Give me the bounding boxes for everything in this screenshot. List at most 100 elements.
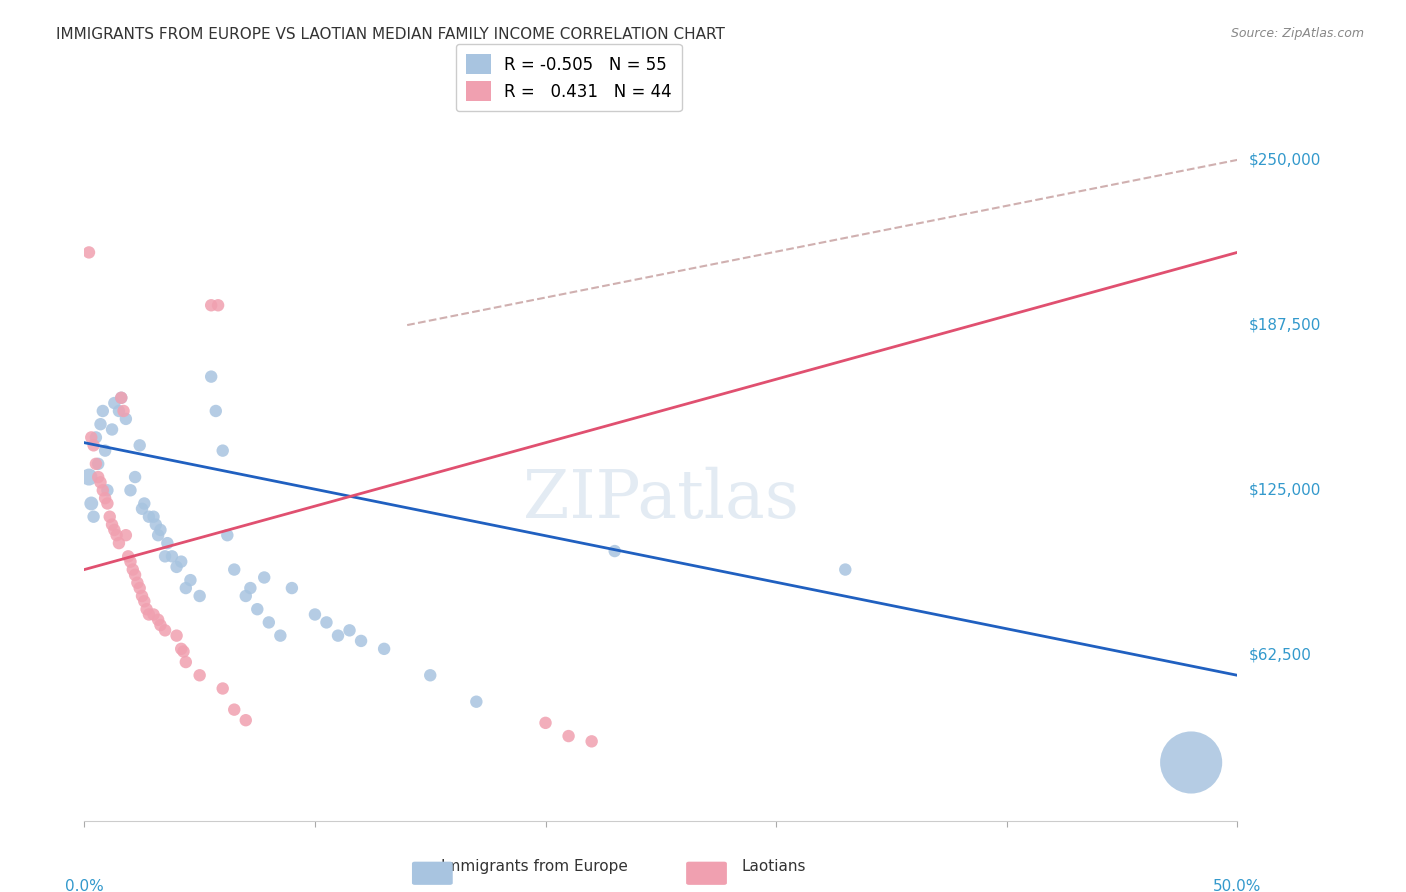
Point	[224, 703, 246, 717]
Text: IMMIGRANTS FROM EUROPE VS LAOTIAN MEDIAN FAMILY INCOME CORRELATION CHART: IMMIGRANTS FROM EUROPE VS LAOTIAN MEDIAN…	[56, 27, 725, 42]
Text: $62,500: $62,500	[1249, 648, 1312, 663]
Point	[211, 681, 233, 696]
Text: $250,000: $250,000	[1249, 153, 1320, 168]
Point	[534, 715, 557, 730]
Point	[373, 641, 395, 656]
Point	[105, 528, 128, 542]
Text: Source: ZipAtlas.com: Source: ZipAtlas.com	[1230, 27, 1364, 40]
Point	[581, 734, 603, 748]
Point	[115, 528, 138, 542]
Point	[145, 517, 167, 532]
Point	[153, 624, 176, 638]
Point	[166, 629, 188, 643]
Text: 0.0%: 0.0%	[65, 879, 104, 892]
Point	[103, 523, 125, 537]
Point	[146, 613, 169, 627]
Point	[465, 695, 488, 709]
Point	[138, 509, 160, 524]
Point	[156, 536, 179, 550]
Point	[170, 555, 193, 569]
Point	[128, 438, 150, 452]
Point	[200, 298, 222, 312]
Point	[166, 560, 188, 574]
Point	[138, 607, 160, 622]
Point	[235, 713, 257, 727]
Point	[77, 245, 100, 260]
Point	[204, 404, 226, 418]
Point	[101, 517, 124, 532]
Point	[124, 567, 146, 582]
Point	[188, 668, 211, 682]
Legend: R = -0.505   N = 55, R =   0.431   N = 44: R = -0.505 N = 55, R = 0.431 N = 44	[456, 44, 682, 112]
Point	[121, 563, 143, 577]
Text: $187,500: $187,500	[1249, 318, 1320, 333]
Point	[257, 615, 280, 630]
Point	[142, 607, 165, 622]
Point	[304, 607, 326, 622]
Point	[603, 544, 626, 558]
Point	[80, 496, 103, 510]
Point	[135, 602, 157, 616]
Point	[131, 589, 153, 603]
Point	[834, 563, 856, 577]
Point	[246, 602, 269, 616]
Point	[83, 438, 105, 452]
Point	[89, 475, 111, 490]
Text: 50.0%: 50.0%	[1213, 879, 1261, 892]
Point	[87, 470, 110, 484]
Point	[131, 501, 153, 516]
Point	[87, 457, 110, 471]
Point	[120, 555, 142, 569]
Point	[350, 634, 373, 648]
Point	[134, 496, 156, 510]
Point	[179, 573, 201, 587]
Point	[124, 470, 146, 484]
Point	[419, 668, 441, 682]
Point	[1180, 756, 1202, 770]
Point	[174, 655, 197, 669]
Point	[91, 404, 114, 418]
Point	[84, 430, 107, 444]
Point	[127, 575, 149, 590]
Point	[103, 396, 125, 410]
Point	[108, 536, 131, 550]
Point	[110, 391, 132, 405]
Point	[224, 563, 246, 577]
Point	[112, 404, 135, 418]
Point	[173, 644, 195, 658]
Point	[117, 549, 139, 564]
Point	[84, 457, 107, 471]
Point	[281, 581, 304, 595]
Point	[142, 509, 165, 524]
Point	[235, 589, 257, 603]
Point	[149, 523, 172, 537]
Point	[188, 589, 211, 603]
Point	[326, 629, 349, 643]
Point	[149, 618, 172, 632]
Point	[315, 615, 337, 630]
Point	[200, 369, 222, 384]
Point	[239, 581, 262, 595]
Point	[91, 483, 114, 498]
Point	[108, 404, 131, 418]
Point	[211, 443, 233, 458]
Text: Laotians: Laotians	[741, 859, 806, 874]
Text: $125,000: $125,000	[1249, 483, 1320, 498]
Point	[207, 298, 229, 312]
Point	[217, 528, 239, 542]
Point	[160, 549, 183, 564]
Point	[146, 528, 169, 542]
Point	[557, 729, 579, 743]
Point	[269, 629, 291, 643]
Point	[77, 470, 100, 484]
Point	[101, 422, 124, 436]
Point	[339, 624, 361, 638]
Point	[83, 509, 105, 524]
Point	[128, 581, 150, 595]
Point	[94, 443, 117, 458]
Point	[94, 491, 117, 506]
Text: Immigrants from Europe: Immigrants from Europe	[441, 859, 627, 874]
Point	[134, 594, 156, 608]
Point	[96, 496, 118, 510]
Point	[110, 391, 132, 405]
